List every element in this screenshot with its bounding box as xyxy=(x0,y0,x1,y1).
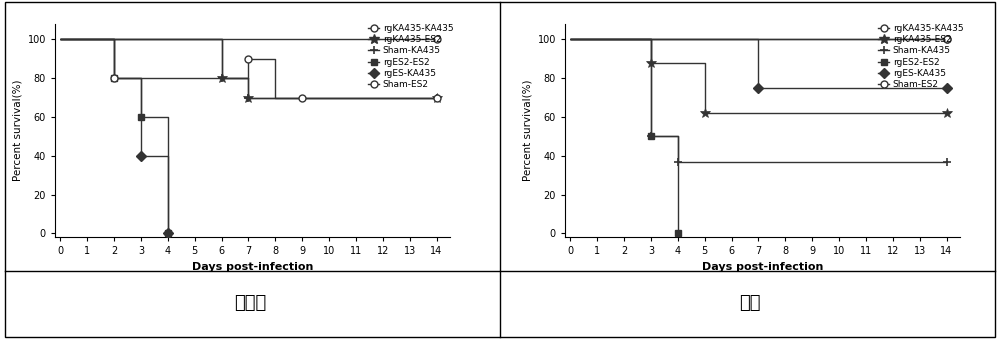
X-axis label: Days post-infection: Days post-infection xyxy=(702,262,823,272)
Text: 종계: 종계 xyxy=(739,294,761,313)
Legend: rgKA435-KA435, rgKA435-ES2, Sham-KA435, rgES2-ES2, rgES-KA435, Sham-ES2: rgKA435-KA435, rgKA435-ES2, Sham-KA435, … xyxy=(878,24,963,89)
Y-axis label: Percent survival(%): Percent survival(%) xyxy=(12,80,22,181)
Text: 산란계: 산란계 xyxy=(234,294,266,313)
X-axis label: Days post-infection: Days post-infection xyxy=(192,262,313,272)
Legend: rgKA435-KA435, rgKA435-ES2, Sham-KA435, rgES2-ES2, rgES-KA435, Sham-ES2: rgKA435-KA435, rgKA435-ES2, Sham-KA435, … xyxy=(368,24,453,89)
Y-axis label: Percent survival(%): Percent survival(%) xyxy=(522,80,532,181)
